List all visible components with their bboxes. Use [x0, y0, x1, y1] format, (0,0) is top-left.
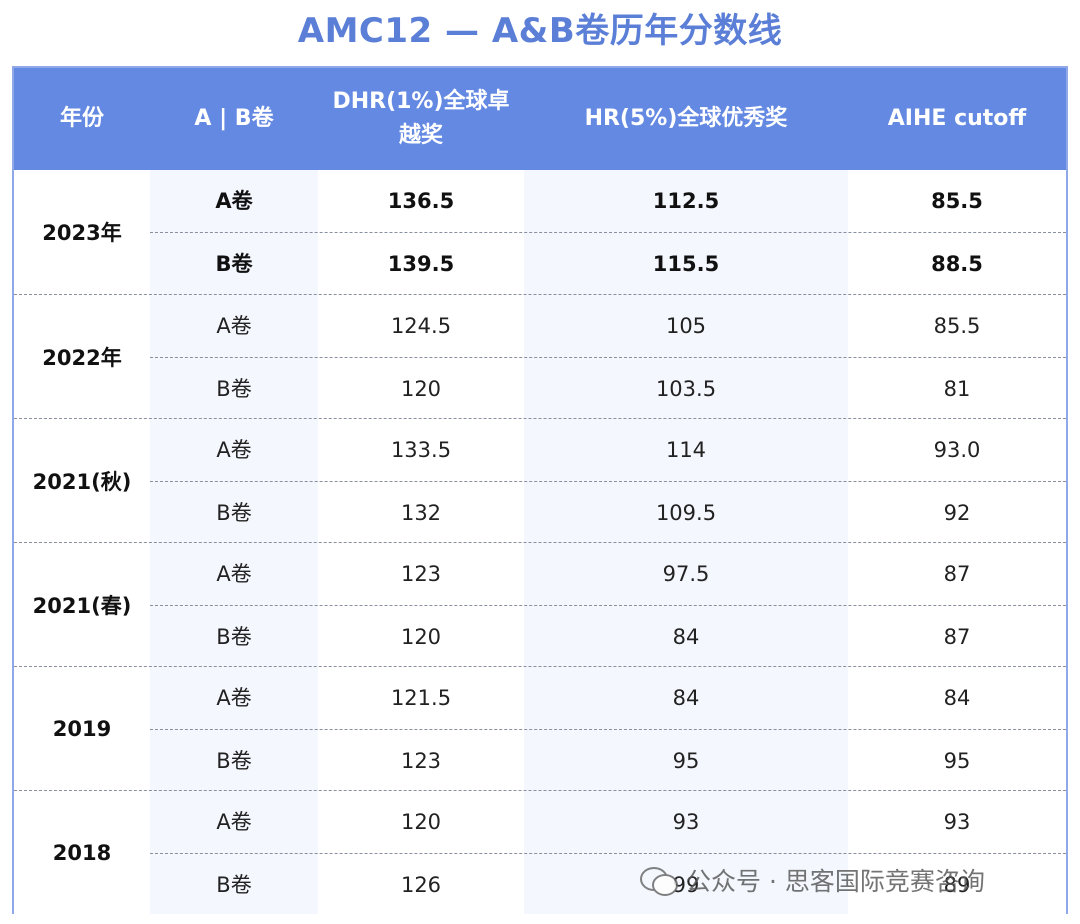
year-group: 2021(秋) A卷 133.5 114 93.0 B卷 132 109.5 92 — [14, 418, 1066, 543]
dhr-cell: 126 — [400, 873, 442, 897]
aihe-cell: 89 — [943, 873, 971, 897]
aihe-cell: 81 — [943, 377, 971, 401]
table-row: B卷 132 109.5 92 — [150, 481, 1066, 544]
dhr-cell: 133.5 — [390, 438, 452, 462]
header-paper: A | B卷 — [194, 106, 274, 131]
table-header: 年份 A | B卷 DHR(1%)全球卓越奖 HR(5%)全球优秀奖 AIHE … — [14, 68, 1066, 170]
aihe-cell: 87 — [943, 562, 971, 586]
wechat-icon — [640, 865, 678, 896]
score-table: 年份 A | B卷 DHR(1%)全球卓越奖 HR(5%)全球优秀奖 AIHE … — [12, 66, 1068, 914]
dhr-cell: 121.5 — [390, 686, 452, 710]
hr-cell: 105 — [665, 314, 707, 338]
paper-cell: A卷 — [216, 314, 252, 338]
aihe-cell: 88.5 — [931, 252, 983, 276]
aihe-cell: 95 — [943, 749, 971, 773]
paper-cell: A卷 — [215, 189, 253, 213]
year-group: 2022年 A卷 124.5 105 85.5 B卷 120 103.5 81 — [14, 294, 1066, 419]
dhr-cell: 120 — [400, 377, 442, 401]
table-row: A卷 133.5 114 93.0 — [150, 419, 1066, 481]
paper-cell: A卷 — [216, 686, 252, 710]
aihe-cell: 93.0 — [933, 438, 981, 462]
table-row: B卷 120 103.5 81 — [150, 357, 1066, 420]
hr-cell: 112.5 — [652, 189, 720, 213]
table-row: A卷 121.5 84 84 — [150, 667, 1066, 729]
year-group: 2023年 A卷 136.5 112.5 85.5 B卷 139.5 115.5 88.5 — [14, 170, 1066, 294]
aihe-cell: 92 — [943, 501, 971, 525]
hr-cell: 109.5 — [655, 501, 717, 525]
dhr-cell: 124.5 — [390, 314, 452, 338]
page-title: AMC12 — A&B卷历年分数线 — [297, 11, 783, 51]
table-row: A卷 123 97.5 87 — [150, 543, 1066, 605]
table-body: 2023年 A卷 136.5 112.5 85.5 B卷 139.5 115.5 88.5 202… — [14, 170, 1066, 914]
dhr-cell: 123 — [400, 562, 442, 586]
hr-cell: 84 — [672, 686, 700, 710]
year-cell: 2021(秋) — [32, 470, 132, 494]
year-cell: 2018 — [52, 841, 112, 865]
table-row: B卷 120 84 87 — [150, 605, 1066, 668]
year-cell: 2022年 — [42, 346, 122, 370]
hr-cell: 93 — [672, 810, 700, 834]
year-cell: 2021(春) — [32, 594, 132, 618]
paper-cell: B卷 — [216, 501, 252, 525]
table-row: B卷 123 95 95 — [150, 729, 1066, 792]
paper-cell: A卷 — [216, 438, 252, 462]
hr-cell: 103.5 — [655, 377, 717, 401]
aihe-cell: 87 — [943, 625, 971, 649]
hr-cell: 95 — [672, 749, 700, 773]
dhr-cell: 139.5 — [387, 252, 455, 276]
header-aihe: AIHE cutoff — [887, 106, 1027, 131]
header-hr: HR(5%)全球优秀奖 — [584, 106, 788, 131]
paper-cell: A卷 — [216, 810, 252, 834]
year-cell: 2019 — [52, 717, 112, 741]
header-year: 年份 — [59, 106, 104, 131]
hr-cell: 115.5 — [652, 252, 720, 276]
dhr-cell: 123 — [400, 749, 442, 773]
paper-cell: A卷 — [216, 562, 252, 586]
aihe-cell: 84 — [943, 686, 971, 710]
table-row: B卷 139.5 115.5 88.5 — [150, 232, 1066, 295]
aihe-cell: 85.5 — [931, 189, 983, 213]
dhr-cell: 120 — [400, 810, 442, 834]
year-cell: 2023年 — [42, 221, 122, 245]
paper-cell: B卷 — [216, 625, 252, 649]
dhr-cell: 120 — [400, 625, 442, 649]
paper-cell: B卷 — [216, 749, 252, 773]
table-row: A卷 136.5 112.5 85.5 — [150, 170, 1066, 232]
paper-cell: B卷 — [216, 873, 252, 897]
hr-cell: 84 — [672, 625, 700, 649]
header-dhr: DHR(1%)全球卓越奖 — [332, 89, 510, 148]
hr-cell: 114 — [665, 438, 707, 462]
paper-cell: B卷 — [215, 252, 253, 276]
watermark-text: 公众号 · 思客国际竞赛咨询 — [686, 867, 985, 896]
watermark: 公众号 · 思客国际竞赛咨询 — [640, 858, 985, 902]
year-group: 2021(春) A卷 123 97.5 87 B卷 120 84 87 — [14, 542, 1066, 667]
dhr-cell: 132 — [400, 501, 442, 525]
table-row: A卷 120 93 93 — [150, 791, 1066, 853]
hr-cell: 97.5 — [662, 562, 710, 586]
table-row: B卷 126 99 89 — [150, 853, 1066, 916]
aihe-cell: 85.5 — [933, 314, 981, 338]
dhr-cell: 136.5 — [387, 189, 455, 213]
aihe-cell: 93 — [943, 810, 971, 834]
year-group: 2018 A卷 120 93 93 B卷 126 99 89 — [14, 790, 1066, 915]
paper-cell: B卷 — [216, 377, 252, 401]
table-row: A卷 124.5 105 85.5 — [150, 295, 1066, 357]
year-group: 2019 A卷 121.5 84 84 B卷 123 95 95 — [14, 666, 1066, 791]
